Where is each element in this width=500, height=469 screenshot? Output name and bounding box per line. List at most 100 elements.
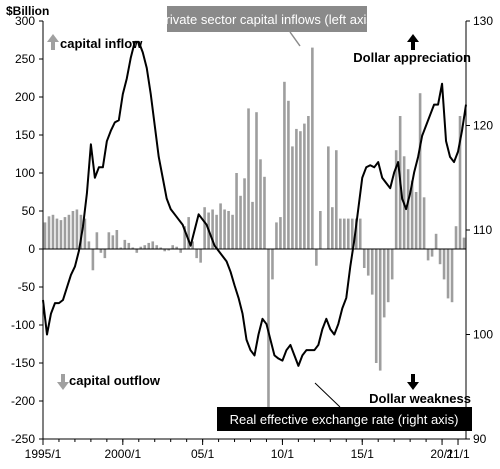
capital-inflow-bar [79,214,83,249]
annotations-layer: $Billion Private sector capital inflows … [6,4,472,431]
capital-inflow-bar [251,201,254,249]
capital-inflow-bar [127,242,131,249]
y-axis-title-left: $Billion [6,4,49,18]
capital-inflow-bar [243,178,246,249]
capital-inflow-bar [111,235,115,249]
dollar-weakness-arrow-icon [407,374,419,390]
capital-inflow-bar [43,222,47,249]
capital-inflow-bar [422,197,426,249]
capital-inflow-bar [339,218,342,249]
capital-inflow-bar [235,173,238,249]
y-left-tick-label: -150 [11,356,35,370]
capital-inflow-bar [231,214,234,249]
capital-inflow-bar [335,150,338,249]
capital-inflow-bar [362,249,366,268]
capital-inflow-bar [342,218,346,249]
capital-inflow-bar [175,246,178,249]
capital-inflow-bar [227,211,230,249]
capital-inflow-bar [370,249,374,295]
y-left-tick-label: -250 [11,432,35,446]
capital-inflow-bar [346,218,350,249]
capital-inflow-bar [51,214,55,249]
y-right-tick-label: 120 [473,119,493,133]
capital-inflow-bar [275,222,278,249]
capital-inflow-bar [223,209,226,249]
capital-inflow-label: capital inflow [60,36,143,51]
capital-inflow-bar [366,249,370,276]
capital-inflow-bar [99,249,103,253]
y-left-tick-label: 250 [15,52,35,66]
rate-callout-pointer [314,382,341,408]
capital-inflow-bar [315,249,318,266]
capital-inflow-bar [159,247,163,249]
x-tick-label: 2000/1 [104,447,141,461]
capital-inflow-bar [319,211,322,249]
y-left-tick-label: -200 [11,394,35,408]
capital-outflow-label: capital outflow [69,373,161,388]
y-right-tick-label: 90 [473,432,487,446]
capital-inflow-bar [63,217,67,249]
x-tick-label: 15/1 [351,447,375,461]
capital-inflow-bar [327,146,330,249]
y-right-tick-label: 110 [473,223,492,237]
capital-inflow-bar [191,241,194,249]
x-tick-label: 10/1 [271,447,295,461]
capital-inflow-bar [183,226,186,249]
capital-inflow-bar [143,245,147,249]
dollar-appreciation-label: Dollar appreciation [353,50,471,65]
y-left-tick-label: 200 [15,90,35,104]
capital-inflow-bar [259,159,262,249]
capital-inflow-bar [450,249,454,303]
axes-layer: 300 250 200 150 100 50 0 -50 -100 -150 -200 -250 130… [11,14,493,461]
capital-inflow-bar [255,112,258,249]
x-tick-label: 1995/1 [25,447,62,461]
capital-inflow-bar [95,232,99,249]
capital-inflow-bar [430,249,434,257]
capital-inflow-bar [167,249,171,251]
capital-inflow-bar [71,211,75,249]
capital-inflow-bar [247,108,250,250]
exchange-rate-line [42,40,467,367]
capital-inflow-bar [155,245,159,249]
y-left-tick-label: 100 [15,166,35,180]
capital-inflow-bar [418,93,422,249]
capital-inflow-bar [219,203,222,249]
y-left-tick-label: 150 [15,128,35,142]
capital-inflow-bar [410,180,414,249]
capital-inflow-bar [115,230,119,249]
capital-inflow-bar [187,217,190,249]
y-left-tick-label: 0 [28,242,35,256]
capital-inflow-bar [91,249,95,271]
capital-inflow-bar [438,249,442,265]
capital-inflow-bar [47,216,51,249]
y-right-tick-label: 130 [473,14,493,28]
capital-inflow-bar [119,247,123,249]
x-tick-label: 21/1 [446,447,470,461]
dollar-appreciation-arrow-icon [407,34,419,50]
dollar-weakness-label: Dollar weakness [369,391,471,406]
capital-inflow-bar [386,249,390,303]
capital-inflow-bar [374,249,378,363]
capital-inflow-bar [307,116,310,249]
capital-inflow-bar [59,220,63,249]
capital-inflow-bar [123,239,127,249]
capital-inflow-bar [299,131,302,249]
capital-inflow-bar [303,123,306,249]
capital-inflow-bar [131,247,135,249]
capital-inflow-arrow-icon [47,34,59,50]
capital-inflow-bar [211,209,214,249]
capital-inflow-bar [135,249,139,253]
capital-inflow-bar [239,195,242,249]
capital-inflow-bar [83,218,87,249]
capital-inflow-bar [195,249,198,259]
capital-inflow-bar [442,249,446,280]
capital-inflow-bar [358,218,362,249]
y-right-tick-label: 100 [473,328,493,342]
capital-inflow-bar [350,218,354,249]
rate-callout-label: Real effective exchange rate (right axis… [230,412,459,427]
capital-inflow-bar [454,226,458,249]
capital-inflow-bar [354,218,358,249]
capital-inflow-bar [378,249,382,371]
capital-inflow-bar [151,241,155,249]
